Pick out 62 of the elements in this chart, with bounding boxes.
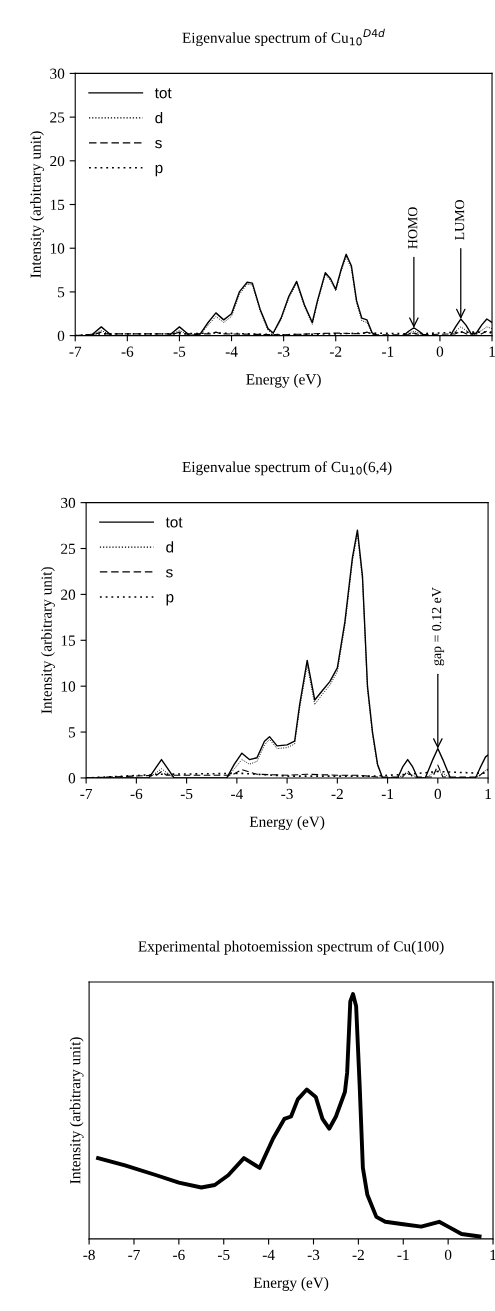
y-tick-label: 10 (50, 243, 65, 254)
x-tick-label: -6 (121, 346, 134, 357)
x-tick-label: -4 (231, 788, 243, 799)
x-axis-title: Energy (eV) (249, 816, 325, 831)
x-tick-label: -5 (173, 346, 186, 357)
x-tick-label: -8 (83, 1249, 95, 1261)
y-axis-title: Intensity (arbitrary unit) (30, 131, 44, 278)
x-tick-label: -3 (281, 788, 293, 800)
x-tick-label: -7 (80, 788, 93, 799)
x-tick-label: -3 (277, 346, 290, 357)
x-tick-label: 1 (485, 788, 491, 799)
x-tick-label: -4 (262, 1249, 275, 1260)
y-axis-title: Intensity (arbitrary unit) (40, 567, 55, 714)
y-tick-label: 5 (58, 287, 65, 298)
legend-label: d (155, 112, 163, 124)
chart-title: Experimental photoemission spectrum of Cu(100) (138, 940, 444, 955)
y-tick-label: 25 (50, 112, 65, 123)
x-tick-label: 0 (434, 788, 442, 800)
x-tick-label: -5 (217, 1249, 230, 1261)
y-tick-label: 5 (68, 727, 76, 738)
y-tick-label: 10 (61, 681, 76, 692)
legend-label: s (166, 569, 173, 578)
x-tick-label: -2 (329, 346, 342, 357)
y-tick-label: 0 (68, 773, 76, 784)
x-tick-label: 1 (489, 346, 495, 357)
x-tick-label: -3 (307, 1249, 320, 1261)
y-axis-title: Intensity (arbitrary unit) (69, 1037, 84, 1184)
y-tick-label: 0 (57, 330, 65, 342)
legend-label: d (166, 541, 174, 553)
x-tick-label: 1 (490, 1249, 495, 1260)
x-tick-label: -6 (173, 1249, 185, 1261)
x-axis-title: Energy (eV) (246, 373, 321, 388)
x-tick-label: -1 (381, 788, 394, 799)
y-tick-label: 15 (61, 635, 76, 646)
x-tick-label: -2 (331, 788, 343, 799)
y-tick-label: 20 (50, 155, 65, 167)
legend-label: tot (154, 88, 172, 99)
chart-title: Eigenvalue spectrum of Cu$_{10}$$^{D4d}$ (182, 28, 385, 47)
annotation: HOMO (408, 207, 418, 249)
annotation: gap = 0.12 eV (431, 587, 445, 666)
x-tick-label: -6 (130, 788, 143, 800)
legend-label: p (155, 164, 163, 177)
y-tick-label: 25 (61, 543, 76, 554)
legend-label: p (166, 594, 174, 606)
x-tick-label: -2 (352, 1249, 364, 1260)
legend-label: tot (165, 517, 183, 528)
y-tick-label: 15 (50, 199, 65, 210)
y-tick-label: 30 (50, 68, 65, 79)
x-axis-title: Energy (eV) (253, 1277, 329, 1291)
annotation: LUMO (454, 200, 465, 240)
legend-label: s (155, 139, 162, 149)
y-tick-label: 20 (61, 589, 76, 600)
y-tick-label: 30 (61, 497, 76, 509)
chart-title: Eigenvalue spectrum of Cu$_{10}$(6,4) (182, 461, 392, 476)
x-tick-label: -7 (69, 346, 82, 357)
x-tick-label: -4 (225, 346, 238, 357)
x-tick-label: -5 (180, 788, 193, 800)
x-tick-label: 0 (444, 1249, 452, 1261)
x-tick-label: -1 (397, 1249, 409, 1260)
x-tick-label: 0 (436, 346, 444, 357)
x-tick-label: -7 (128, 1249, 140, 1260)
x-tick-label: -1 (382, 346, 394, 357)
